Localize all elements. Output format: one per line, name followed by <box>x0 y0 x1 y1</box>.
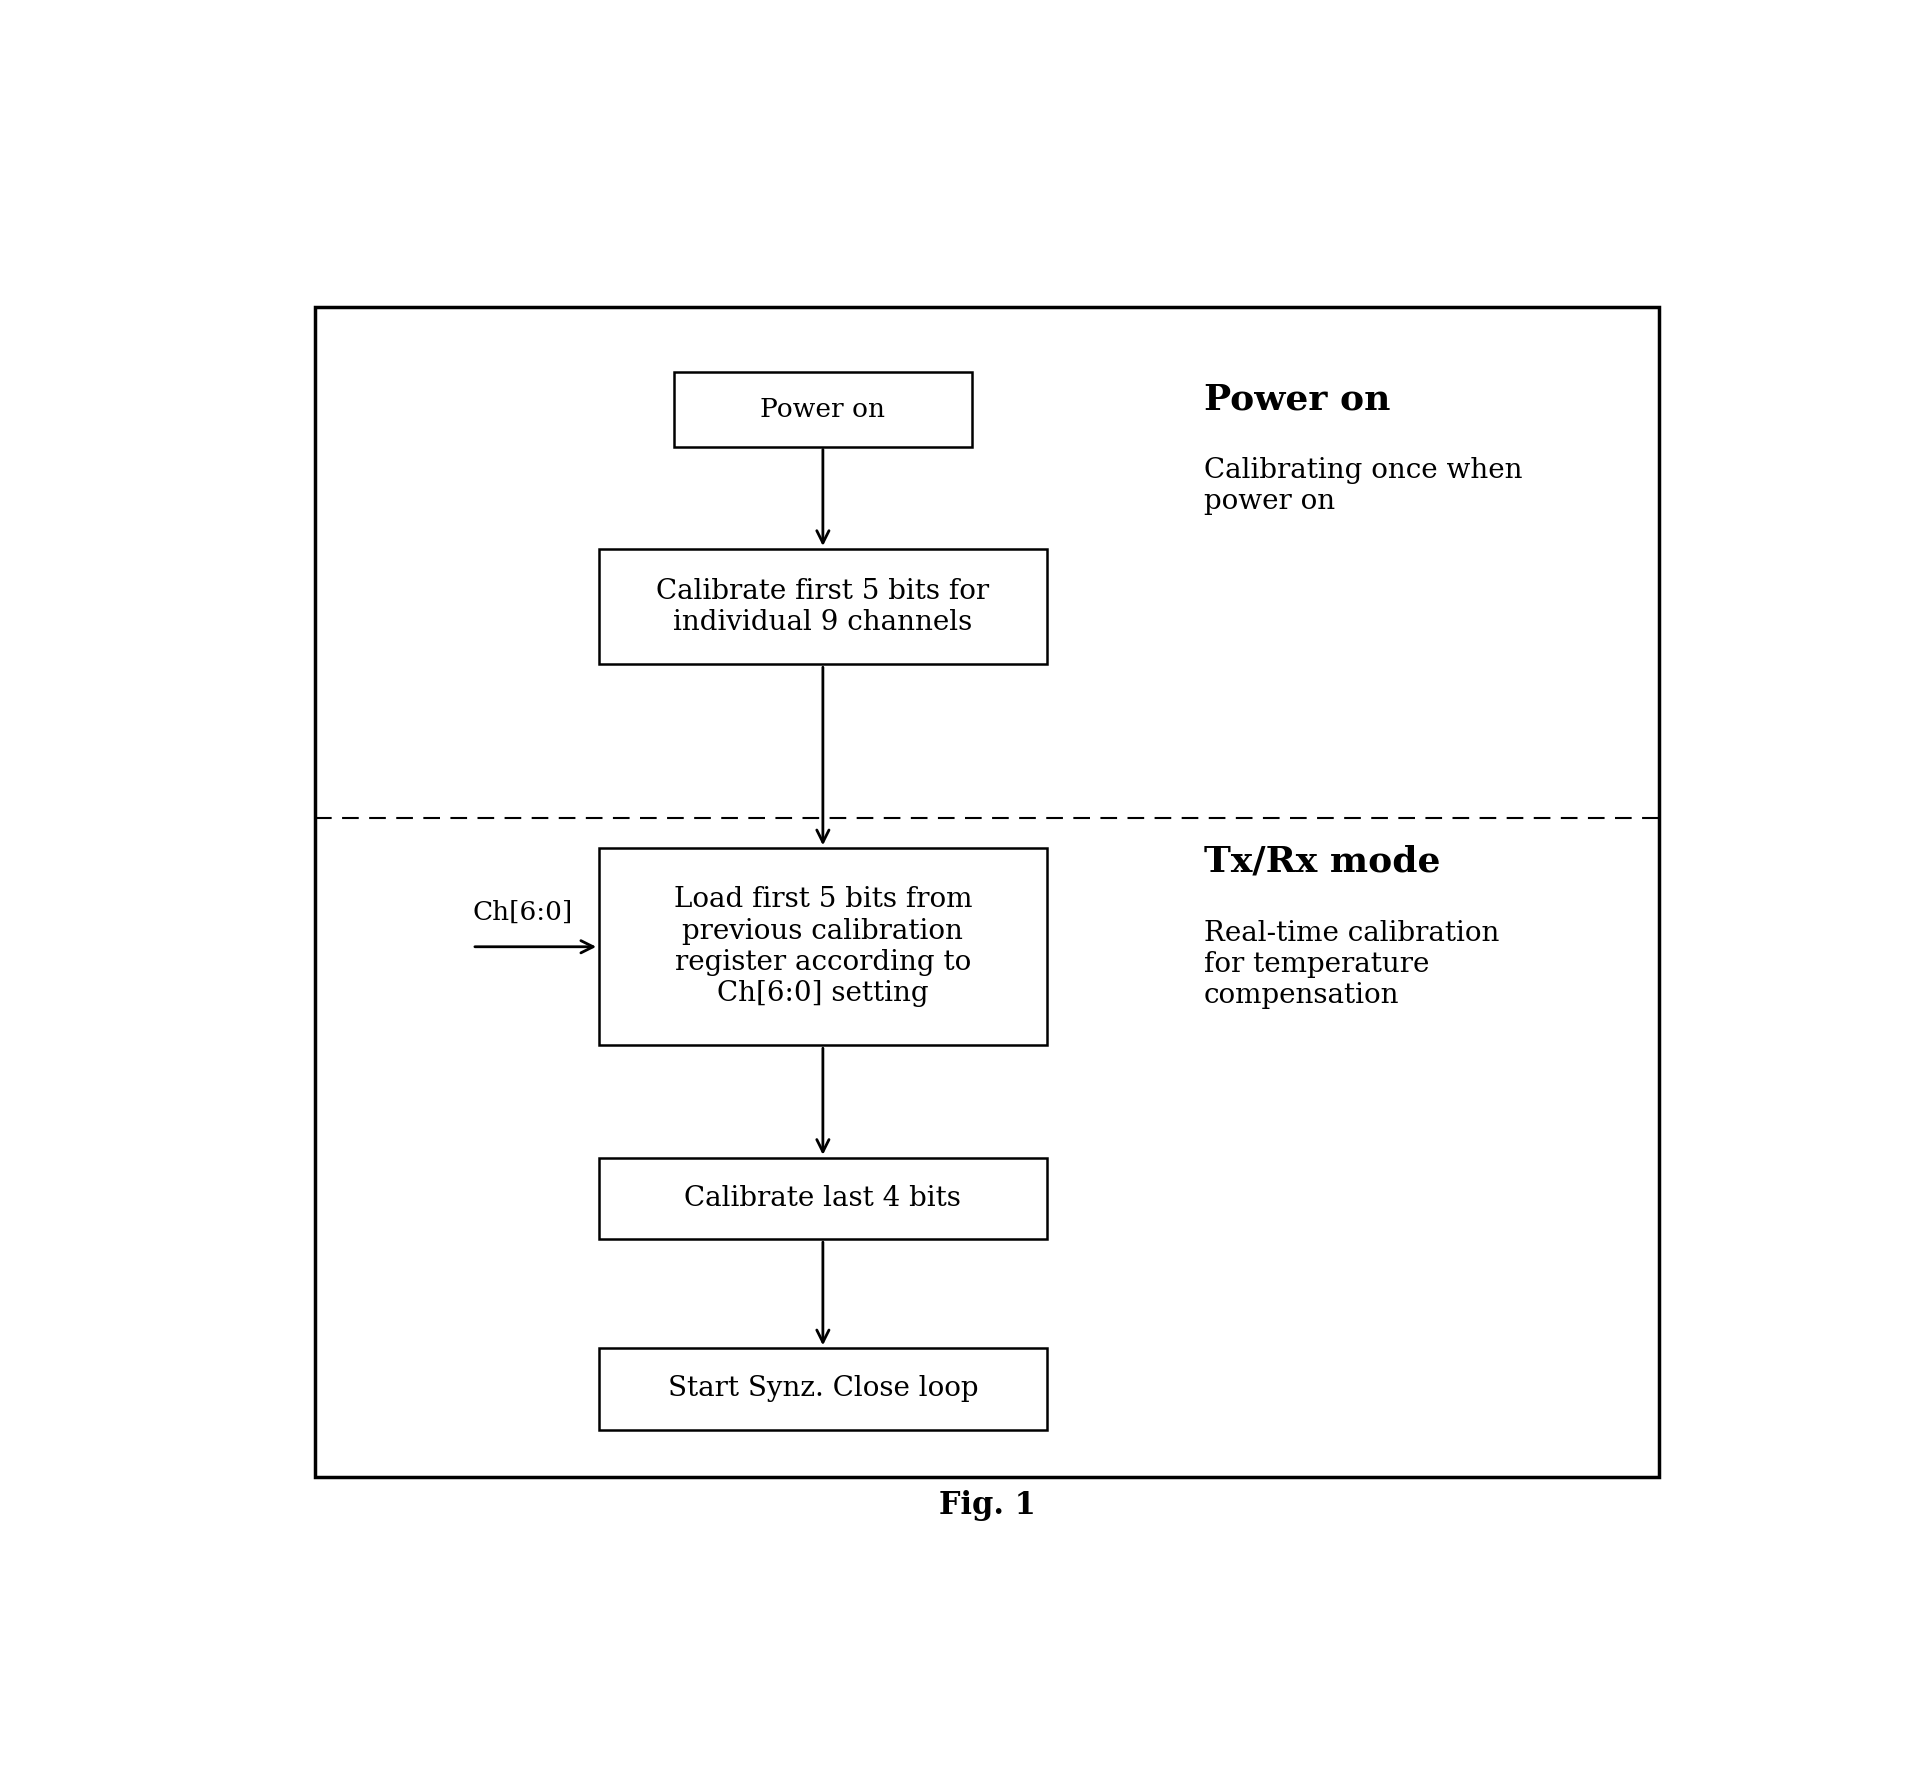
Bar <box>599 848 1048 1046</box>
Text: Power on: Power on <box>1204 382 1391 415</box>
Bar <box>316 307 1658 1477</box>
Text: Calibrating once when
power on: Calibrating once when power on <box>1204 458 1522 516</box>
Bar <box>599 1157 1048 1239</box>
Text: Power on: Power on <box>761 398 886 422</box>
Text: Real-time calibration
for temperature
compensation: Real-time calibration for temperature co… <box>1204 919 1498 1009</box>
Bar <box>599 550 1048 664</box>
Bar <box>599 1348 1048 1430</box>
Text: Fig. 1: Fig. 1 <box>938 1490 1036 1521</box>
Text: Load first 5 bits from
previous calibration
register according to
Ch[6:0] settin: Load first 5 bits from previous calibrat… <box>674 887 973 1007</box>
Text: Calibrate first 5 bits for
individual 9 channels: Calibrate first 5 bits for individual 9 … <box>657 578 990 636</box>
Text: Tx/Rx mode: Tx/Rx mode <box>1204 845 1441 878</box>
Text: Ch[6:0]: Ch[6:0] <box>472 899 572 924</box>
Text: Start Synz. Close loop: Start Synz. Close loop <box>668 1375 978 1403</box>
Text: Calibrate last 4 bits: Calibrate last 4 bits <box>684 1186 961 1212</box>
Bar <box>674 371 973 447</box>
